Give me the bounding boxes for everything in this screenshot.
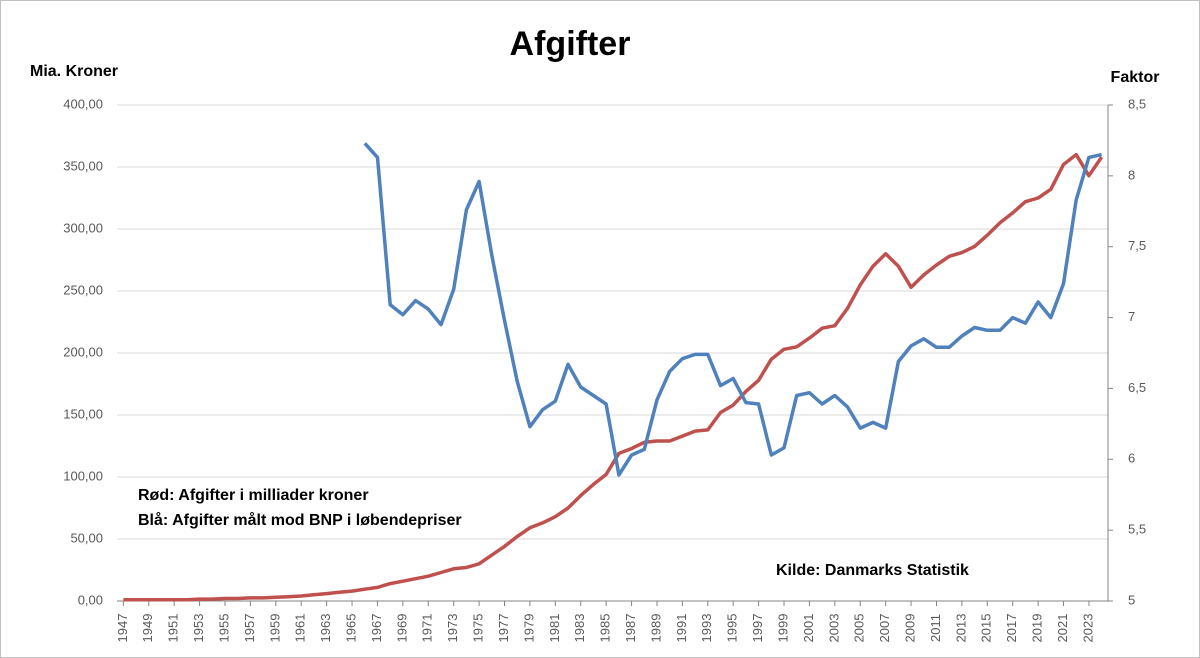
y2-tick-label: 5,5 (1128, 522, 1146, 537)
y-tick-label: 350,00 (63, 158, 103, 173)
x-tick-label: 1953 (191, 614, 206, 643)
x-tick-label: 2017 (1004, 614, 1019, 643)
annotation: Blå: Afgifter målt mod BNP i løbendepris… (138, 511, 462, 529)
y-tick-label: 200,00 (63, 344, 103, 359)
y2-tick-label: 5 (1128, 592, 1135, 607)
y2-tick-label: 7 (1128, 309, 1135, 324)
x-tick-label: 2023 (1080, 614, 1095, 643)
x-tick-label: 1975 (471, 614, 486, 643)
chart-title: Afgifter (510, 25, 631, 63)
y-tick-label: 400,00 (63, 96, 103, 111)
y2-tick-label: 8 (1128, 167, 1135, 182)
x-tick-label: 1961 (293, 614, 308, 643)
y-tick-label: 250,00 (63, 282, 103, 297)
x-tick-label: 2003 (826, 614, 841, 643)
x-tick-label: 1983 (572, 614, 587, 643)
x-tick-label: 1991 (674, 614, 689, 643)
x-tick-label: 2019 (1030, 614, 1045, 643)
annotation: Rød: Afgifter i milliader kroner (138, 487, 369, 504)
series-line (123, 152, 1104, 602)
x-tick-label: 1979 (521, 614, 536, 643)
x-tick-label: 2021 (1055, 614, 1070, 643)
x-tick-label: 1973 (445, 614, 460, 643)
x-tick-label: 1947 (115, 614, 130, 643)
y2-tick-label: 6,5 (1128, 380, 1146, 395)
x-tick-label: 1993 (699, 614, 714, 643)
x-tick-label: 1971 (420, 614, 435, 643)
x-tick-label: 1969 (394, 614, 409, 643)
x-tick-label: 1955 (216, 614, 231, 643)
x-tick-label: 1959 (267, 614, 282, 643)
y2-tick-label: 6 (1128, 451, 1135, 466)
x-tick-label: 1967 (369, 614, 384, 643)
x-tick-label: 1987 (623, 614, 638, 643)
x-tick-label: 1989 (648, 614, 663, 643)
y-tick-label: 0,00 (78, 592, 103, 607)
x-tick-label: 1963 (318, 614, 333, 643)
x-tick-label: 1977 (496, 614, 511, 643)
x-tick-label: 1957 (242, 614, 257, 643)
y-axis-label: Mia. Kroner (30, 63, 118, 80)
y2-axis-label: Faktor (1111, 69, 1160, 86)
x-tick-label: 1981 (547, 614, 562, 643)
y-tick-label: 300,00 (63, 220, 103, 235)
x-tick-label: 1985 (598, 614, 613, 643)
annotation: Kilde: Danmarks Statistik (776, 562, 969, 579)
x-tick-label: 1951 (166, 614, 181, 643)
x-tick-label: 2015 (979, 614, 994, 643)
series-line (363, 142, 1102, 477)
y-tick-label: 100,00 (63, 468, 103, 483)
y2-tick-label: 8,5 (1128, 96, 1146, 111)
x-tick-label: 1965 (343, 614, 358, 643)
x-tick-label: 2009 (903, 614, 918, 643)
y-tick-label: 50,00 (70, 530, 103, 545)
x-tick-label: 2005 (852, 614, 867, 643)
x-tick-label: 2013 (953, 614, 968, 643)
x-tick-label: 2007 (877, 614, 892, 643)
x-tick-label: 1999 (775, 614, 790, 643)
x-tick-label: 2011 (928, 614, 943, 642)
x-tick-label: 1949 (140, 614, 155, 643)
x-tick-label: 2001 (801, 614, 816, 643)
x-tick-label: 1997 (750, 614, 765, 643)
y-tick-label: 150,00 (63, 406, 103, 421)
x-tick-label: 1995 (725, 614, 740, 643)
y2-tick-label: 7,5 (1128, 238, 1146, 253)
